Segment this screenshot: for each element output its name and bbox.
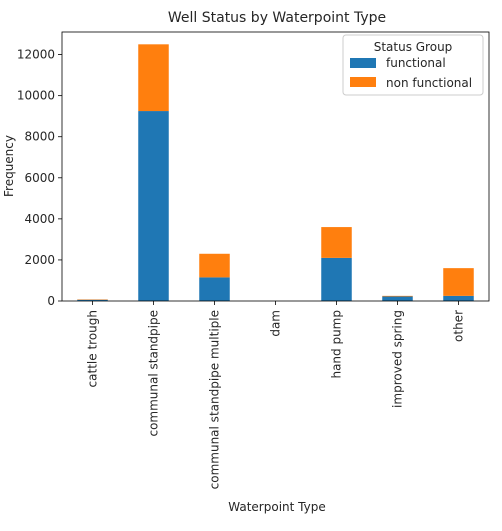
y-axis: 0 2000 4000 6000 8000 10000 12000 xyxy=(17,48,62,308)
x-tick-label: communal standpipe xyxy=(147,310,161,437)
bar-communal-standpipe-non-functional xyxy=(138,44,169,112)
y-tick-label: 12000 xyxy=(17,48,55,62)
legend-swatch-functional xyxy=(350,58,376,68)
y-tick-label: 8000 xyxy=(24,130,55,144)
x-tick-label: cattle trough xyxy=(86,310,100,387)
y-axis-label: Frequency xyxy=(2,135,16,197)
y-tick-label: 6000 xyxy=(24,171,55,185)
x-tick-label: other xyxy=(452,310,466,342)
y-tick-label: 10000 xyxy=(17,89,55,103)
x-tick-label: communal standpipe multiple xyxy=(208,310,222,489)
x-axis-label: Waterpoint Type xyxy=(228,500,325,514)
bar-communal-standpipe-multiple-functional xyxy=(199,277,230,301)
legend-box xyxy=(342,34,484,96)
bar-other-non-functional xyxy=(443,268,474,296)
x-tick-label: improved spring xyxy=(391,310,405,408)
y-tick-label: 4000 xyxy=(24,212,55,226)
bar-communal-standpipe-functional xyxy=(138,111,169,301)
bar-communal-standpipe-multiple-non-functional xyxy=(199,253,230,278)
bar-cattle-trough-functional xyxy=(77,299,108,301)
legend: Status Group functional non functional xyxy=(342,34,484,96)
plot-frame xyxy=(61,31,490,302)
legend-label-non-functional: non functional xyxy=(386,76,472,90)
x-tick-label: dam xyxy=(269,310,283,337)
bars-layer xyxy=(77,44,474,301)
legend-label-functional: functional xyxy=(386,56,446,70)
x-tick-label: hand pump xyxy=(330,310,344,379)
chart-title: Well Status by Waterpoint Type xyxy=(168,10,386,26)
x-axis: cattle trough communal standpipe communal … xyxy=(86,301,466,489)
bar-hand-pump-non-functional xyxy=(321,227,352,258)
legend-title: Status Group xyxy=(374,40,453,54)
y-tick-label: 2000 xyxy=(24,253,55,267)
legend-swatch-non-functional xyxy=(350,77,376,87)
y-tick-label: 0 xyxy=(47,294,55,308)
bar-hand-pump-functional xyxy=(321,257,352,301)
bar-improved-spring-non-functional xyxy=(382,295,413,297)
bar-improved-spring-functional xyxy=(382,296,413,301)
bar-other-functional xyxy=(443,295,474,301)
